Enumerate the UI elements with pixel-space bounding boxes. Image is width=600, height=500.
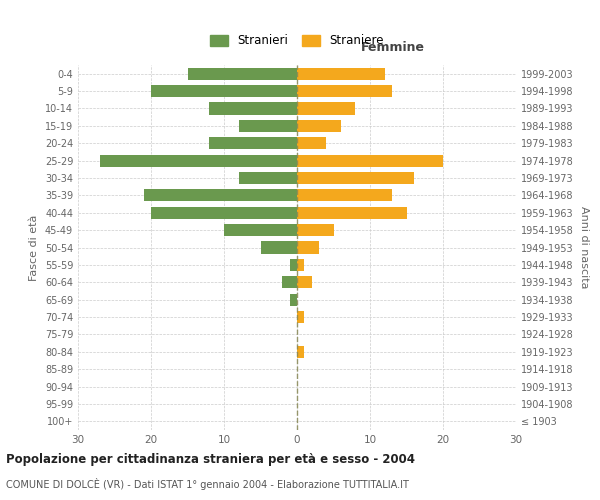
Bar [297,154,443,166]
Bar [144,190,297,202]
Bar [239,120,297,132]
Text: Popolazione per cittadinanza straniera per età e sesso - 2004: Popolazione per cittadinanza straniera p… [6,452,415,466]
Bar [297,68,385,80]
Bar [290,294,297,306]
Bar [224,224,297,236]
Bar [209,137,297,149]
Bar [297,137,326,149]
Bar [187,68,297,80]
Bar [297,259,304,271]
Bar [239,172,297,184]
Bar [297,224,334,236]
Bar [297,276,311,288]
Y-axis label: Anni di nascita: Anni di nascita [579,206,589,289]
Bar [297,206,407,219]
Text: Femmine: Femmine [361,41,425,54]
Bar [297,120,341,132]
Bar [100,154,297,166]
Bar [297,172,414,184]
Bar [297,102,355,115]
Bar [151,85,297,97]
Bar [297,242,319,254]
Text: COMUNE DI DOLCÈ (VR) - Dati ISTAT 1° gennaio 2004 - Elaborazione TUTTITALIA.IT: COMUNE DI DOLCÈ (VR) - Dati ISTAT 1° gen… [6,478,409,490]
Bar [290,259,297,271]
Bar [297,85,392,97]
Bar [297,311,304,323]
Legend: Stranieri, Straniere: Stranieri, Straniere [210,34,384,48]
Bar [260,242,297,254]
Bar [297,346,304,358]
Bar [151,206,297,219]
Bar [283,276,297,288]
Bar [297,190,392,202]
Bar [209,102,297,115]
Y-axis label: Fasce di età: Fasce di età [29,214,39,280]
